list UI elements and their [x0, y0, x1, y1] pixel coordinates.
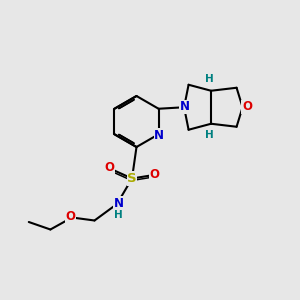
Text: O: O — [149, 167, 159, 181]
Text: H: H — [205, 74, 214, 84]
Text: S: S — [127, 172, 137, 185]
Text: N: N — [154, 129, 164, 142]
Text: O: O — [65, 210, 76, 224]
Text: O: O — [105, 160, 115, 174]
Text: H: H — [114, 209, 123, 220]
Text: H: H — [205, 130, 214, 140]
Text: N: N — [113, 197, 124, 210]
Text: O: O — [242, 100, 252, 113]
Text: N: N — [180, 100, 190, 113]
